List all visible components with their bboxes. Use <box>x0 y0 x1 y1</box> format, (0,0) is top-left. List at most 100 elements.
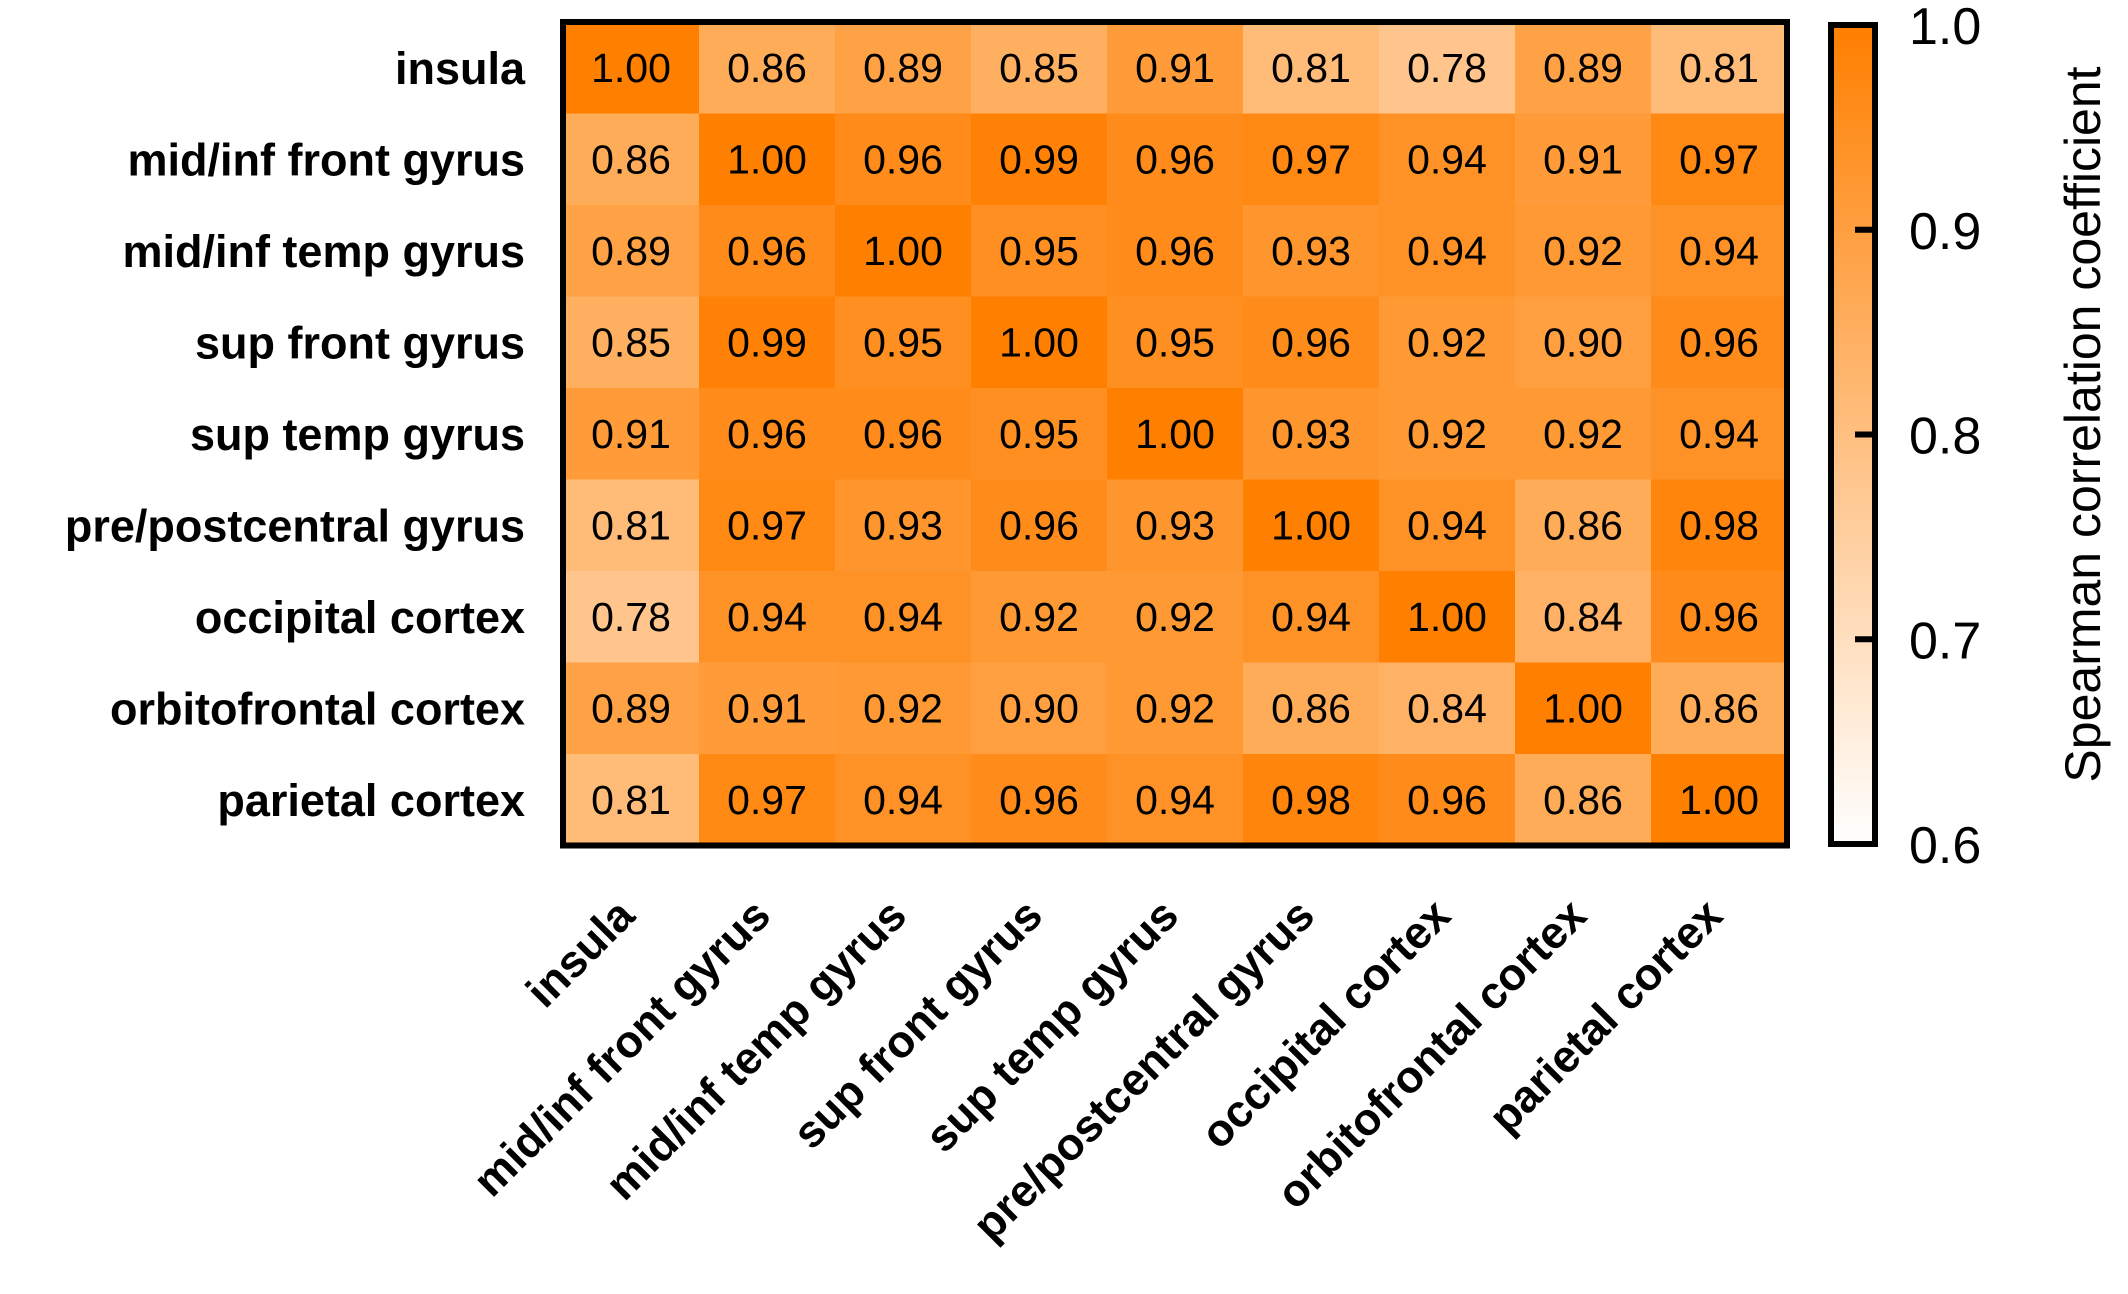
colorbar-ticks: 0.6 0.7 0.8 0.9 1.0 <box>1855 0 1981 875</box>
column-label: sup temp gyrus <box>915 889 1188 1162</box>
cell-value-label: 0.96 <box>727 411 807 457</box>
cell-value-label: 0.81 <box>591 777 671 823</box>
cell-value-label: 0.91 <box>727 685 807 731</box>
cell-value-label: 1.00 <box>1543 685 1623 731</box>
cell-value-label: 0.94 <box>1407 136 1487 182</box>
heatmap-cell <box>1379 205 1516 297</box>
heatmap-cell <box>835 296 972 389</box>
row-label: insula <box>395 43 526 94</box>
cell-value-label: 0.86 <box>1543 502 1623 548</box>
cell-value-label: 0.81 <box>591 502 671 548</box>
heatmap-cell <box>1515 205 1652 297</box>
heatmap-cells: 1.00 0.86 0.89 0.85 0.91 0.81 0.78 0.89 0.81 0.86… <box>563 22 1788 846</box>
heatmap-cell <box>1515 754 1652 846</box>
cell-value-label: 0.92 <box>1407 319 1487 365</box>
heatmap-cell <box>1379 479 1516 572</box>
cell-value-label: 0.92 <box>1407 411 1487 457</box>
heatmap-cell <box>699 388 836 480</box>
heatmap-cell <box>563 296 700 389</box>
cell-value-label: 1.00 <box>1679 777 1759 823</box>
row-label: occipital cortex <box>195 592 525 643</box>
column-label: parietal cortex <box>1478 889 1732 1143</box>
cell-value-label: 0.92 <box>1543 228 1623 274</box>
row-label: sup front gyrus <box>195 317 525 368</box>
heatmap-cell <box>1379 662 1516 755</box>
heatmap-cell <box>1651 754 1788 846</box>
cell-value-label: 0.91 <box>1135 45 1215 91</box>
heatmap-cell <box>563 479 700 572</box>
heatmap-cell <box>971 113 1108 206</box>
heatmap-cell <box>1107 571 1244 663</box>
row-label: pre/postcentral gyrus <box>65 500 525 551</box>
colorbar-title: Spearman correlation coefficient <box>2055 66 2111 782</box>
heatmap-cell <box>971 662 1108 755</box>
heatmap-cell <box>971 296 1108 389</box>
cell-value-label: 0.98 <box>1679 502 1759 548</box>
cell-value-label: 0.85 <box>999 45 1079 91</box>
cell-value-label: 0.97 <box>727 502 807 548</box>
heatmap-cell <box>1243 205 1380 297</box>
cell-value-label: 0.90 <box>1543 319 1623 365</box>
cell-value-label: 0.95 <box>863 319 943 365</box>
cell-value-label: 0.96 <box>1679 594 1759 640</box>
heatmap-cell <box>1107 754 1244 846</box>
cell-value-label: 0.84 <box>1543 594 1623 640</box>
colorbar-tick-label: 0.6 <box>1909 817 1981 875</box>
heatmap-cell <box>971 479 1108 572</box>
cell-value-label: 1.00 <box>999 319 1079 365</box>
heatmap-cell <box>1651 113 1788 206</box>
heatmap-cell <box>1243 754 1380 846</box>
cell-value-label: 0.96 <box>999 502 1079 548</box>
cell-value-label: 1.00 <box>1135 411 1215 457</box>
cell-value-label: 0.86 <box>1271 685 1351 731</box>
heatmap-cell <box>699 205 836 297</box>
cell-value-label: 1.00 <box>863 228 943 274</box>
heatmap-cell <box>1243 22 1380 114</box>
heatmap-cell <box>835 571 972 663</box>
cell-value-label: 0.93 <box>1135 502 1215 548</box>
heatmap-cell <box>835 754 972 846</box>
heatmap-cell <box>1651 22 1788 114</box>
cell-value-label: 0.86 <box>1679 685 1759 731</box>
heatmap-cell <box>1515 662 1652 755</box>
heatmap-cell <box>1243 388 1380 480</box>
heatmap-cell <box>835 113 972 206</box>
cell-value-label: 0.96 <box>1135 136 1215 182</box>
row-labels: insula mid/inf front gyrus mid/inf temp gy… <box>65 43 526 826</box>
colorbar-tick-label: 0.9 <box>1909 203 1981 261</box>
colorbar: 0.6 0.7 0.8 0.9 1.0 Spearman correlation coe… <box>1828 0 2111 875</box>
cell-value-label: 0.97 <box>1679 136 1759 182</box>
heatmap-cell <box>699 113 836 206</box>
cell-value-label: 0.89 <box>863 45 943 91</box>
row-label: orbitofrontal cortex <box>110 683 525 734</box>
cell-value-label: 0.81 <box>1271 45 1351 91</box>
cell-value-label: 0.94 <box>1407 228 1487 274</box>
heatmap-cell <box>1515 22 1652 114</box>
cell-value-label: 0.96 <box>863 136 943 182</box>
row-label: mid/inf front gyrus <box>128 134 526 185</box>
column-label: sup front gyrus <box>783 889 1052 1158</box>
cell-value-label: 0.94 <box>863 777 943 823</box>
cell-value-label: 0.94 <box>727 594 807 640</box>
heatmap-cell <box>699 22 836 114</box>
cell-value-label: 1.00 <box>1271 502 1351 548</box>
row-label: mid/inf temp gyrus <box>122 226 525 277</box>
cell-value-label: 0.96 <box>1135 228 1215 274</box>
heatmap-cell <box>563 205 700 297</box>
cell-value-label: 0.97 <box>727 777 807 823</box>
cell-value-label: 0.84 <box>1407 685 1487 731</box>
heatmap-cell <box>1515 113 1652 206</box>
heatmap-cell <box>1107 296 1244 389</box>
cell-value-label: 0.94 <box>1135 777 1215 823</box>
heatmap-cell <box>1107 479 1244 572</box>
heatmap-cell <box>1107 662 1244 755</box>
heatmap-cell <box>1651 571 1788 663</box>
heatmap-cell <box>971 388 1108 480</box>
cell-value-label: 1.00 <box>727 136 807 182</box>
heatmap-cell <box>971 571 1108 663</box>
cell-value-label: 0.89 <box>1543 45 1623 91</box>
cell-value-label: 0.94 <box>863 594 943 640</box>
cell-value-label: 0.96 <box>1407 777 1487 823</box>
